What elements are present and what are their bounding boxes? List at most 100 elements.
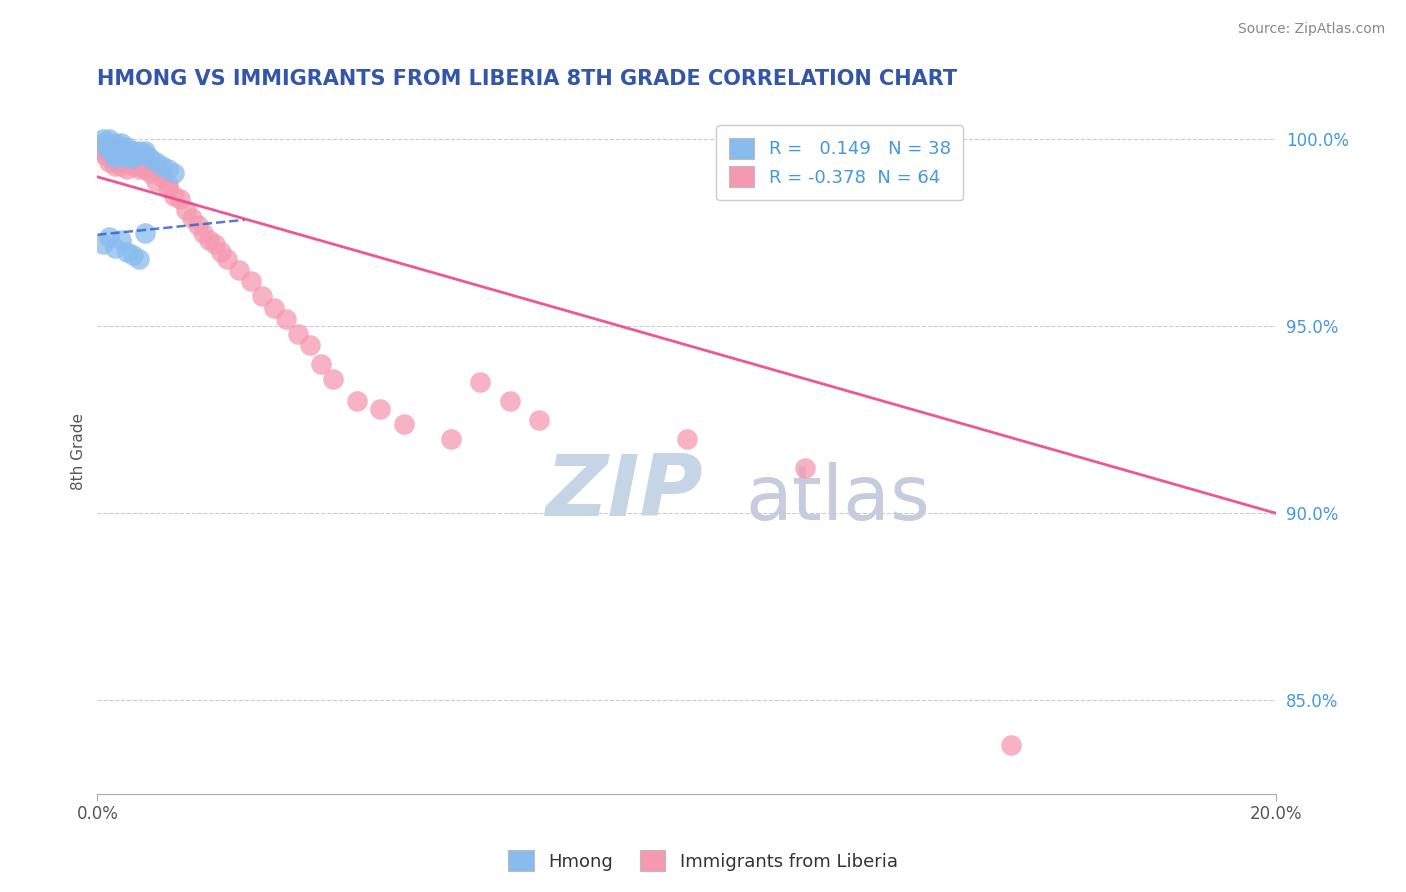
- Point: [169, 192, 191, 206]
- Point: [110, 144, 132, 158]
- Point: [157, 162, 180, 177]
- Point: [163, 188, 186, 202]
- Point: [187, 219, 209, 233]
- Point: [139, 166, 162, 180]
- Point: [134, 147, 156, 161]
- Point: [91, 147, 114, 161]
- Point: [139, 159, 162, 173]
- Point: [252, 289, 274, 303]
- Legend: R =   0.149   N = 38, R = -0.378  N = 64: R = 0.149 N = 38, R = -0.378 N = 64: [717, 126, 963, 200]
- Point: [91, 144, 114, 158]
- Point: [110, 154, 132, 169]
- Point: [115, 151, 138, 165]
- Point: [121, 154, 143, 169]
- Point: [110, 159, 132, 173]
- Point: [274, 311, 297, 326]
- Point: [121, 144, 143, 158]
- Point: [104, 144, 127, 158]
- Point: [215, 252, 238, 266]
- Y-axis label: 8th Grade: 8th Grade: [72, 413, 86, 490]
- Point: [145, 154, 167, 169]
- Point: [104, 144, 127, 158]
- Point: [115, 147, 138, 161]
- Point: [287, 326, 309, 341]
- Point: [91, 132, 114, 146]
- Legend: Hmong, Immigrants from Liberia: Hmong, Immigrants from Liberia: [501, 843, 905, 879]
- Point: [204, 237, 226, 252]
- Point: [104, 241, 127, 255]
- Point: [98, 151, 121, 165]
- Point: [128, 147, 150, 161]
- Point: [91, 237, 114, 252]
- Point: [675, 432, 697, 446]
- Point: [157, 181, 180, 195]
- Point: [104, 159, 127, 173]
- Point: [98, 229, 121, 244]
- Point: [128, 151, 150, 165]
- Point: [104, 154, 127, 169]
- Point: [145, 162, 167, 177]
- Point: [110, 140, 132, 154]
- Point: [145, 173, 167, 187]
- Point: [121, 248, 143, 262]
- Point: [470, 376, 492, 390]
- Point: [110, 147, 132, 161]
- Point: [263, 301, 285, 315]
- Point: [128, 162, 150, 177]
- Text: atlas: atlas: [745, 462, 931, 536]
- Point: [98, 147, 121, 161]
- Point: [239, 275, 262, 289]
- Point: [110, 233, 132, 247]
- Point: [174, 203, 197, 218]
- Point: [110, 136, 132, 151]
- Point: [121, 147, 143, 161]
- Point: [1000, 738, 1022, 752]
- Point: [98, 144, 121, 158]
- Point: [180, 211, 202, 225]
- Text: Source: ZipAtlas.com: Source: ZipAtlas.com: [1237, 22, 1385, 37]
- Point: [104, 136, 127, 151]
- Point: [150, 159, 173, 173]
- Point: [209, 244, 232, 259]
- Point: [163, 166, 186, 180]
- Point: [104, 151, 127, 165]
- Point: [128, 159, 150, 173]
- Point: [115, 244, 138, 259]
- Point: [198, 233, 221, 247]
- Point: [134, 226, 156, 240]
- Point: [121, 159, 143, 173]
- Point: [128, 144, 150, 158]
- Point: [134, 154, 156, 169]
- Point: [157, 178, 180, 192]
- Point: [322, 372, 344, 386]
- Point: [115, 144, 138, 158]
- Point: [368, 401, 391, 416]
- Point: [121, 151, 143, 165]
- Point: [193, 226, 215, 240]
- Point: [121, 151, 143, 165]
- Point: [150, 169, 173, 184]
- Point: [110, 151, 132, 165]
- Point: [98, 132, 121, 146]
- Point: [139, 151, 162, 165]
- Point: [115, 140, 138, 154]
- Point: [110, 144, 132, 158]
- Point: [128, 252, 150, 266]
- Point: [115, 151, 138, 165]
- Point: [104, 151, 127, 165]
- Text: HMONG VS IMMIGRANTS FROM LIBERIA 8TH GRADE CORRELATION CHART: HMONG VS IMMIGRANTS FROM LIBERIA 8TH GRA…: [97, 69, 957, 88]
- Point: [346, 394, 368, 409]
- Point: [104, 147, 127, 161]
- Point: [115, 154, 138, 169]
- Point: [98, 140, 121, 154]
- Point: [91, 140, 114, 154]
- Point: [104, 147, 127, 161]
- Point: [499, 394, 522, 409]
- Point: [298, 338, 321, 352]
- Point: [311, 357, 333, 371]
- Point: [115, 147, 138, 161]
- Point: [104, 140, 127, 154]
- Text: ZIP: ZIP: [546, 451, 703, 534]
- Point: [134, 144, 156, 158]
- Point: [98, 140, 121, 154]
